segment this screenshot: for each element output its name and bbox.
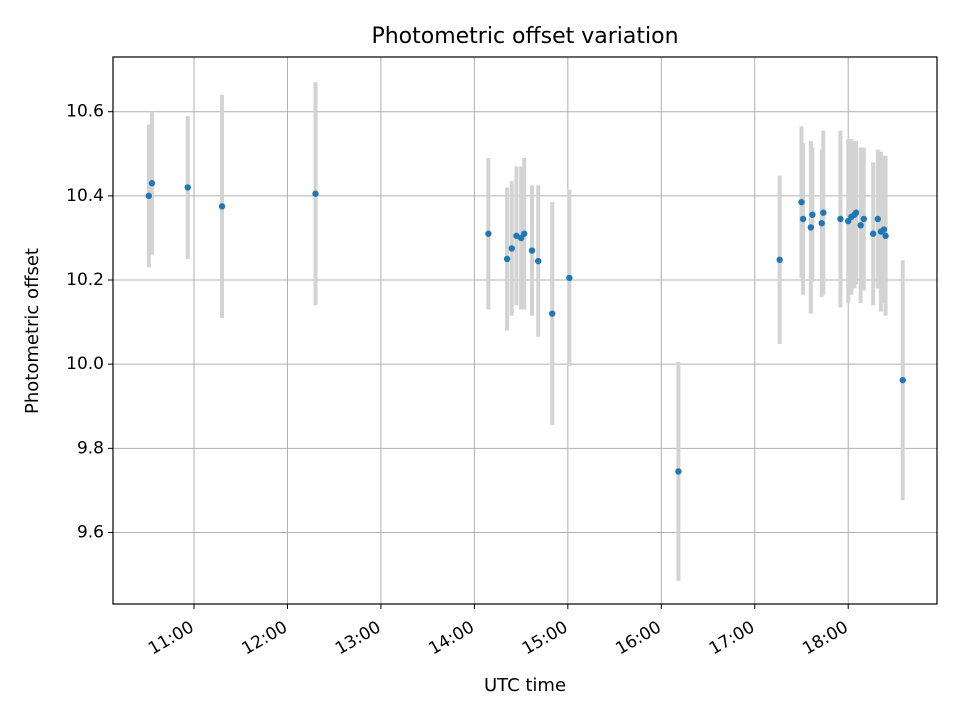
data-point bbox=[218, 203, 226, 210]
data-point bbox=[549, 310, 556, 317]
data-point bbox=[148, 180, 156, 187]
data-point bbox=[857, 222, 864, 229]
x-axis-ticks: 11:00 12:00 13:00 14:00 15:00 16:00 17:00 18:00 bbox=[145, 604, 852, 659]
data-point bbox=[837, 215, 844, 223]
data-point bbox=[807, 224, 815, 231]
y-axis-ticks: 9.6 9.8 10.0 10.2 10.4 10.6 bbox=[66, 102, 113, 542]
x-tick-label: 18:00 bbox=[799, 617, 851, 659]
error-bars bbox=[146, 82, 905, 581]
y-tick-label: 10.0 bbox=[66, 354, 104, 374]
y-tick-label: 10.4 bbox=[66, 186, 104, 206]
data-point bbox=[521, 230, 528, 237]
data-point bbox=[899, 376, 906, 384]
x-axis-label: UTC time bbox=[484, 675, 566, 696]
grid-lines bbox=[113, 57, 937, 604]
data-point bbox=[145, 192, 153, 200]
data-point bbox=[566, 274, 573, 282]
data-point bbox=[860, 215, 867, 223]
data-point bbox=[184, 184, 191, 191]
y-tick-label: 9.8 bbox=[77, 438, 104, 458]
x-tick-label: 13:00 bbox=[332, 617, 384, 659]
data-point bbox=[508, 245, 515, 252]
data-point bbox=[869, 230, 877, 237]
data-point bbox=[312, 190, 319, 197]
data-point bbox=[798, 198, 805, 206]
data-point bbox=[809, 211, 816, 218]
data-point bbox=[882, 232, 889, 240]
data-points bbox=[145, 180, 906, 475]
y-tick-label: 10.6 bbox=[66, 102, 104, 122]
y-tick-label: 9.6 bbox=[77, 522, 104, 542]
data-point bbox=[820, 209, 827, 216]
x-tick-label: 14:00 bbox=[425, 617, 477, 659]
x-tick-label: 11:00 bbox=[145, 617, 197, 659]
y-tick-label: 10.2 bbox=[66, 270, 104, 290]
x-tick-label: 16:00 bbox=[612, 617, 664, 659]
data-point bbox=[799, 215, 807, 223]
x-tick-label: 15:00 bbox=[519, 617, 571, 659]
data-point bbox=[818, 220, 825, 227]
data-point bbox=[852, 209, 860, 216]
data-point bbox=[528, 247, 536, 254]
plot-frame bbox=[112, 56, 938, 605]
data-point bbox=[880, 226, 888, 233]
x-tick-label: 17:00 bbox=[706, 617, 758, 659]
data-point bbox=[485, 230, 492, 237]
y-axis-label: Photometric offset bbox=[22, 248, 43, 414]
data-point bbox=[535, 257, 542, 265]
chart-title: Photometric offset variation bbox=[371, 24, 678, 49]
data-point bbox=[776, 256, 783, 264]
x-tick-label: 12:00 bbox=[239, 617, 291, 659]
data-point bbox=[503, 255, 511, 263]
data-point bbox=[874, 215, 882, 223]
data-point bbox=[675, 468, 682, 475]
